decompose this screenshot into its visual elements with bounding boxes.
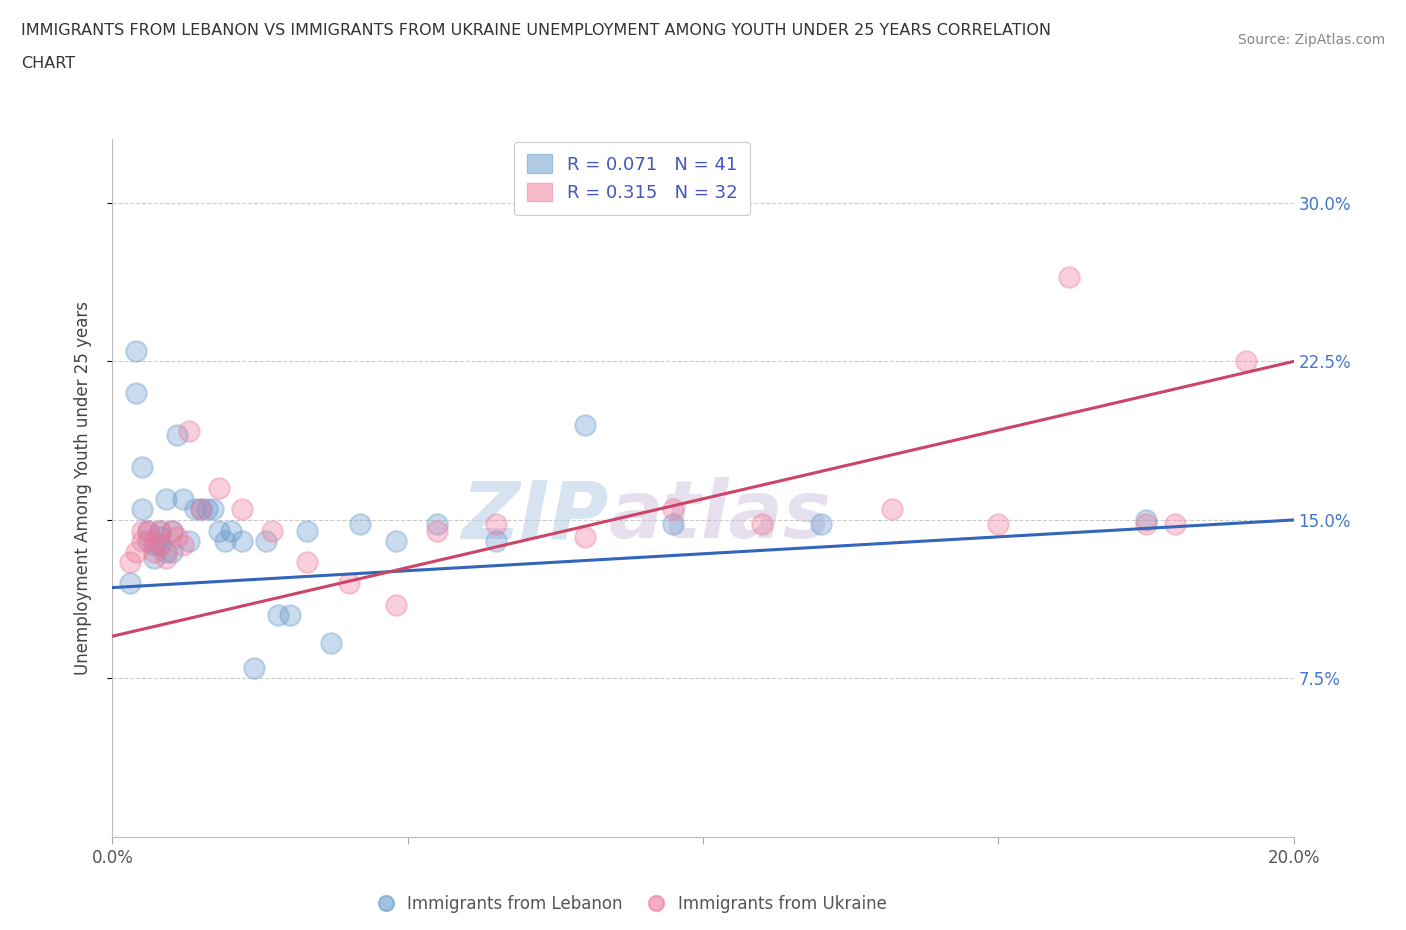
- Point: [1135, 517, 1157, 532]
- Point: [125, 343, 148, 358]
- Point: [179, 534, 201, 549]
- Point: [1234, 354, 1257, 369]
- Point: [136, 534, 159, 549]
- Point: [190, 502, 212, 517]
- Point: [142, 534, 165, 549]
- Point: [297, 555, 319, 570]
- Point: [149, 523, 172, 538]
- Y-axis label: Unemployment Among Youth under 25 years: Unemployment Among Youth under 25 years: [73, 301, 91, 675]
- Point: [131, 502, 153, 517]
- Text: CHART: CHART: [21, 56, 75, 71]
- Text: atlas: atlas: [609, 477, 831, 555]
- Point: [260, 523, 283, 538]
- Point: [155, 551, 177, 565]
- Point: [149, 523, 172, 538]
- Point: [172, 538, 194, 552]
- Point: [136, 523, 159, 538]
- Point: [267, 607, 290, 622]
- Point: [142, 551, 165, 565]
- Point: [574, 418, 596, 432]
- Point: [349, 517, 371, 532]
- Point: [231, 502, 253, 517]
- Point: [426, 517, 449, 532]
- Point: [574, 529, 596, 544]
- Point: [243, 660, 266, 675]
- Point: [385, 534, 408, 549]
- Point: [125, 386, 148, 401]
- Point: [131, 534, 153, 549]
- Point: [166, 529, 188, 544]
- Point: [319, 635, 342, 650]
- Point: [120, 576, 142, 591]
- Point: [125, 544, 148, 559]
- Point: [337, 576, 360, 591]
- Point: [155, 544, 177, 559]
- Point: [179, 424, 201, 439]
- Point: [254, 534, 277, 549]
- Point: [160, 544, 183, 559]
- Point: [880, 502, 903, 517]
- Point: [184, 502, 207, 517]
- Point: [278, 607, 301, 622]
- Point: [987, 517, 1010, 532]
- Point: [485, 517, 508, 532]
- Point: [208, 481, 231, 496]
- Text: ZIP: ZIP: [461, 477, 609, 555]
- Point: [142, 538, 165, 552]
- Point: [136, 523, 159, 538]
- Point: [297, 523, 319, 538]
- Point: [190, 502, 212, 517]
- Point: [195, 502, 218, 517]
- Point: [662, 517, 685, 532]
- Point: [160, 523, 183, 538]
- Point: [810, 517, 832, 532]
- Point: [662, 502, 685, 517]
- Point: [485, 534, 508, 549]
- Point: [385, 597, 408, 612]
- Legend: Immigrants from Lebanon, Immigrants from Ukraine: Immigrants from Lebanon, Immigrants from…: [371, 888, 893, 920]
- Point: [142, 544, 165, 559]
- Point: [149, 529, 172, 544]
- Point: [1164, 517, 1187, 532]
- Point: [160, 523, 183, 538]
- Point: [751, 517, 773, 532]
- Point: [208, 523, 231, 538]
- Point: [166, 428, 188, 443]
- Point: [131, 523, 153, 538]
- Point: [426, 523, 449, 538]
- Point: [1057, 270, 1080, 285]
- Point: [149, 538, 172, 552]
- Text: IMMIGRANTS FROM LEBANON VS IMMIGRANTS FROM UKRAINE UNEMPLOYMENT AMONG YOUTH UNDE: IMMIGRANTS FROM LEBANON VS IMMIGRANTS FR…: [21, 23, 1052, 38]
- Point: [201, 502, 224, 517]
- Point: [219, 523, 242, 538]
- Point: [172, 491, 194, 506]
- Point: [149, 538, 172, 552]
- Text: Source: ZipAtlas.com: Source: ZipAtlas.com: [1237, 33, 1385, 46]
- Point: [1135, 512, 1157, 527]
- Point: [155, 491, 177, 506]
- Point: [231, 534, 253, 549]
- Point: [131, 459, 153, 474]
- Point: [214, 534, 236, 549]
- Point: [120, 555, 142, 570]
